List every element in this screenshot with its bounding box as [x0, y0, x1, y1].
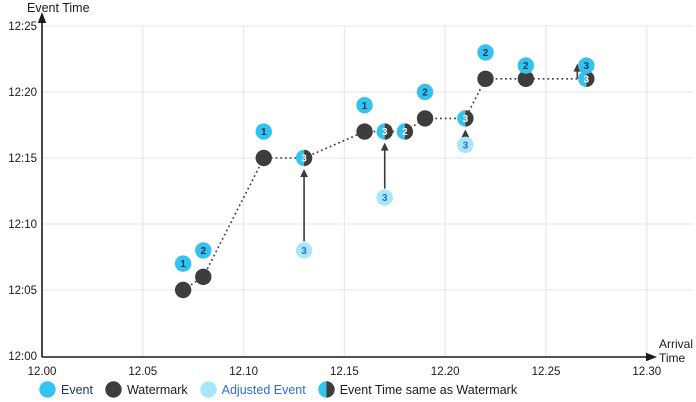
- adjustment-arrow-head-icon: [461, 129, 470, 138]
- marker-number: 2: [523, 61, 529, 72]
- same-as-watermark-marker: [465, 110, 474, 127]
- adjustment-arrow-head-icon: [380, 142, 389, 151]
- marker-number: 3: [584, 61, 590, 72]
- adjusted-event-marker: [376, 189, 393, 206]
- x-tick-label: 12.30: [632, 366, 661, 378]
- watermark-marker: [255, 149, 272, 167]
- same-as-watermark-marker: [586, 70, 595, 87]
- legend-adjusted-icon: [199, 381, 217, 398]
- event-marker: [517, 57, 535, 74]
- y-tick-label: 12:00: [8, 351, 37, 363]
- marker-number: 1: [180, 259, 186, 270]
- marker-number: 1: [362, 101, 368, 112]
- x-axis-title-line1: Arrival: [659, 337, 694, 351]
- watermark-marker: [356, 123, 373, 140]
- legend-label: Watermark: [126, 382, 188, 397]
- event-marker: [255, 123, 272, 140]
- y-axis-arrow-icon: [37, 12, 47, 23]
- marker-number: 3: [382, 193, 388, 204]
- x-axis-title: Arrival Time: [659, 337, 693, 366]
- x-tick-label: 12.25: [532, 366, 561, 378]
- marker-number: 3: [584, 74, 590, 85]
- same-as-watermark-marker: [376, 123, 385, 140]
- watermark-marker: [174, 281, 192, 299]
- y-tick-label: 12:10: [8, 219, 37, 231]
- x-tick-label: 12.00: [28, 366, 57, 378]
- legend-event-icon: [39, 381, 56, 398]
- same-as-watermark-marker: [295, 149, 305, 167]
- legend-item-same: Event Time same as Watermark: [318, 381, 517, 398]
- legend-label: Event Time same as Watermark: [339, 382, 518, 397]
- legend-label: Event: [61, 382, 93, 397]
- adjusted-event-marker: [457, 136, 474, 153]
- y-tick-label: 12:20: [8, 87, 37, 99]
- marker-number: 2: [483, 48, 489, 59]
- watermark-marker: [477, 70, 494, 88]
- legend-item-event: Event: [39, 381, 93, 398]
- adjustment-arrow-head-icon: [300, 169, 308, 177]
- y-axis-title: Event Time: [27, 1, 90, 15]
- event-marker: [195, 242, 212, 259]
- same-as-watermark-marker: [396, 123, 405, 140]
- same-as-watermark-marker: [384, 123, 393, 140]
- x-axis-arrow-icon: [646, 352, 657, 362]
- marker-number: 3: [382, 127, 388, 138]
- legend: Event Watermark Adjusted Event Event Time …: [39, 381, 517, 398]
- legend-same-icon: [318, 381, 335, 398]
- same-as-watermark-marker: [457, 110, 466, 127]
- x-axis-title-line2: Time: [659, 351, 686, 366]
- event-marker: [356, 97, 373, 114]
- event-marker: [174, 255, 192, 272]
- legend-item-watermark: Watermark: [105, 381, 188, 398]
- y-tick-label: 12:05: [8, 285, 37, 297]
- x-tick-label: 12.05: [128, 366, 157, 378]
- marker-number: 2: [200, 246, 206, 257]
- adjusted-event-marker: [295, 242, 313, 259]
- same-as-watermark-marker: [404, 123, 414, 140]
- event-marker: [477, 44, 494, 61]
- legend-label: Adjusted Event: [221, 382, 306, 397]
- watermark-marker: [517, 70, 535, 88]
- legend-item-adjusted: Adjusted Event: [199, 381, 306, 398]
- x-tick-label: 12.20: [431, 366, 460, 378]
- x-tick-label: 12.10: [229, 366, 258, 378]
- y-tick-label: 12:25: [8, 21, 37, 33]
- watermark-marker: [195, 268, 212, 285]
- marker-number: 1: [261, 127, 267, 138]
- marker-number: 3: [463, 114, 469, 125]
- same-as-watermark-marker: [304, 149, 313, 167]
- x-tick-label: 12.15: [330, 366, 359, 378]
- marker-number: 3: [301, 154, 307, 165]
- marker-number: 3: [301, 246, 307, 257]
- event-marker: [416, 83, 434, 101]
- legend-watermark-icon: [105, 381, 122, 398]
- marker-number: 2: [422, 88, 428, 99]
- marker-number: 2: [402, 127, 408, 138]
- watermark-marker: [416, 110, 434, 127]
- event-marker: [578, 57, 595, 74]
- y-tick-label: 12:15: [8, 153, 37, 165]
- same-as-watermark-marker: [578, 70, 587, 87]
- marker-number: 3: [463, 140, 469, 151]
